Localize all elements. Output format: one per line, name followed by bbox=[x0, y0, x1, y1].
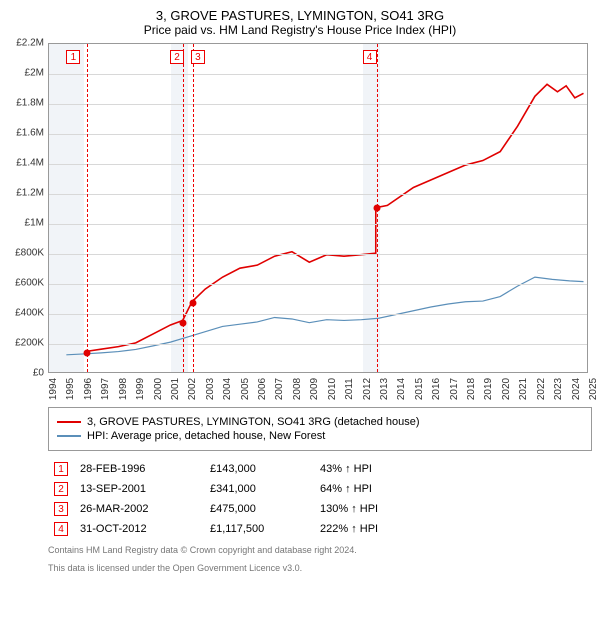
x-tick: 2021 bbox=[518, 378, 529, 400]
y-tick: £1M bbox=[25, 218, 48, 229]
transaction-number: 2 bbox=[54, 482, 68, 496]
transaction-row: 4 31-OCT-2012£1,117,500222% ↑ HPI bbox=[48, 519, 384, 539]
x-tick: 2016 bbox=[431, 378, 442, 400]
x-tick: 2008 bbox=[292, 378, 303, 400]
legend-swatch bbox=[57, 421, 81, 423]
transaction-number: 1 bbox=[54, 462, 68, 476]
transaction-price: £1,117,500 bbox=[204, 519, 314, 539]
x-tick: 2005 bbox=[240, 378, 251, 400]
x-tick: 2020 bbox=[501, 378, 512, 400]
transaction-date: 28-FEB-1996 bbox=[74, 459, 204, 479]
legend-swatch bbox=[57, 435, 81, 437]
footer-licence: This data is licensed under the Open Gov… bbox=[48, 563, 568, 575]
legend-label: 3, GROVE PASTURES, LYMINGTON, SO41 3RG (… bbox=[87, 416, 420, 428]
transaction-delta: 43% ↑ HPI bbox=[314, 459, 384, 479]
transaction-price: £341,000 bbox=[204, 479, 314, 499]
transaction-marker-box: 2 bbox=[170, 50, 184, 64]
transaction-marker-box: 3 bbox=[191, 50, 205, 64]
price-marker bbox=[180, 319, 187, 326]
legend-item: 3, GROVE PASTURES, LYMINGTON, SO41 3RG (… bbox=[57, 416, 583, 428]
transaction-row: 1 28-FEB-1996£143,00043% ↑ HPI bbox=[48, 459, 384, 479]
transaction-row: 2 13-SEP-2001£341,00064% ↑ HPI bbox=[48, 479, 384, 499]
series-property bbox=[86, 84, 583, 351]
transaction-date: 13-SEP-2001 bbox=[74, 479, 204, 499]
transaction-delta: 64% ↑ HPI bbox=[314, 479, 384, 499]
x-tick: 2002 bbox=[187, 378, 198, 400]
legend-item: HPI: Average price, detached house, New … bbox=[57, 430, 583, 442]
x-tick: 2014 bbox=[396, 378, 407, 400]
x-tick: 2017 bbox=[449, 378, 460, 400]
y-tick: £1.6M bbox=[16, 128, 48, 139]
x-tick: 2010 bbox=[327, 378, 338, 400]
y-tick: £2M bbox=[25, 68, 48, 79]
transaction-delta: 222% ↑ HPI bbox=[314, 519, 384, 539]
chart-area: 1234 £0£200K£400K£600K£800K£1M£1.2M£1.4M… bbox=[48, 43, 588, 373]
x-tick: 2007 bbox=[274, 378, 285, 400]
transaction-marker-box: 1 bbox=[66, 50, 80, 64]
y-tick: £1.4M bbox=[16, 158, 48, 169]
footer-copyright: Contains HM Land Registry data © Crown c… bbox=[48, 545, 568, 557]
transaction-number: 4 bbox=[54, 522, 68, 536]
x-tick: 2023 bbox=[553, 378, 564, 400]
x-tick: 2001 bbox=[170, 378, 181, 400]
y-tick: £200K bbox=[15, 338, 48, 349]
x-tick: 2018 bbox=[466, 378, 477, 400]
y-tick: £400K bbox=[15, 308, 48, 319]
transaction-date: 26-MAR-2002 bbox=[74, 499, 204, 519]
transaction-marker-box: 4 bbox=[363, 50, 377, 64]
x-tick: 1995 bbox=[65, 378, 76, 400]
y-tick: £1.8M bbox=[16, 98, 48, 109]
y-tick: £2.2M bbox=[16, 38, 48, 49]
x-tick: 2015 bbox=[414, 378, 425, 400]
price-marker bbox=[189, 299, 196, 306]
x-tick: 1999 bbox=[135, 378, 146, 400]
x-tick: 1994 bbox=[48, 378, 59, 400]
x-tick: 1998 bbox=[118, 378, 129, 400]
transaction-price: £475,000 bbox=[204, 499, 314, 519]
x-tick: 2011 bbox=[344, 378, 355, 400]
transaction-price: £143,000 bbox=[204, 459, 314, 479]
chart-lines bbox=[49, 44, 587, 373]
x-tick: 2003 bbox=[205, 378, 216, 400]
x-tick: 2022 bbox=[536, 378, 547, 400]
x-tick: 2012 bbox=[362, 378, 373, 400]
x-tick: 2024 bbox=[571, 378, 582, 400]
transaction-number: 3 bbox=[54, 502, 68, 516]
legend-label: HPI: Average price, detached house, New … bbox=[87, 430, 325, 442]
transaction-date: 31-OCT-2012 bbox=[74, 519, 204, 539]
x-tick: 2006 bbox=[257, 378, 268, 400]
transaction-delta: 130% ↑ HPI bbox=[314, 499, 384, 519]
transactions-table: 1 28-FEB-1996£143,00043% ↑ HPI 2 13-SEP-200… bbox=[48, 459, 384, 539]
legend: 3, GROVE PASTURES, LYMINGTON, SO41 3RG (… bbox=[48, 407, 592, 451]
transaction-line bbox=[87, 44, 88, 372]
y-tick: £0 bbox=[33, 368, 48, 379]
transaction-line bbox=[193, 44, 194, 372]
price-marker bbox=[83, 349, 90, 356]
x-tick: 1997 bbox=[100, 378, 111, 400]
y-tick: £600K bbox=[15, 278, 48, 289]
chart-subtitle: Price paid vs. HM Land Registry's House … bbox=[8, 23, 592, 37]
y-tick: £800K bbox=[15, 248, 48, 259]
x-tick: 2019 bbox=[483, 378, 494, 400]
chart-title: 3, GROVE PASTURES, LYMINGTON, SO41 3RG bbox=[8, 8, 592, 23]
x-tick: 1996 bbox=[83, 378, 94, 400]
plot-area: 1 23 4 bbox=[48, 43, 588, 373]
x-tick: 2009 bbox=[309, 378, 320, 400]
x-tick: 2000 bbox=[153, 378, 164, 400]
y-tick: £1.2M bbox=[16, 188, 48, 199]
price-marker bbox=[374, 205, 381, 212]
x-tick: 2025 bbox=[588, 378, 599, 400]
transaction-row: 3 26-MAR-2002£475,000130% ↑ HPI bbox=[48, 499, 384, 519]
x-tick: 2013 bbox=[379, 378, 390, 400]
x-tick: 2004 bbox=[222, 378, 233, 400]
